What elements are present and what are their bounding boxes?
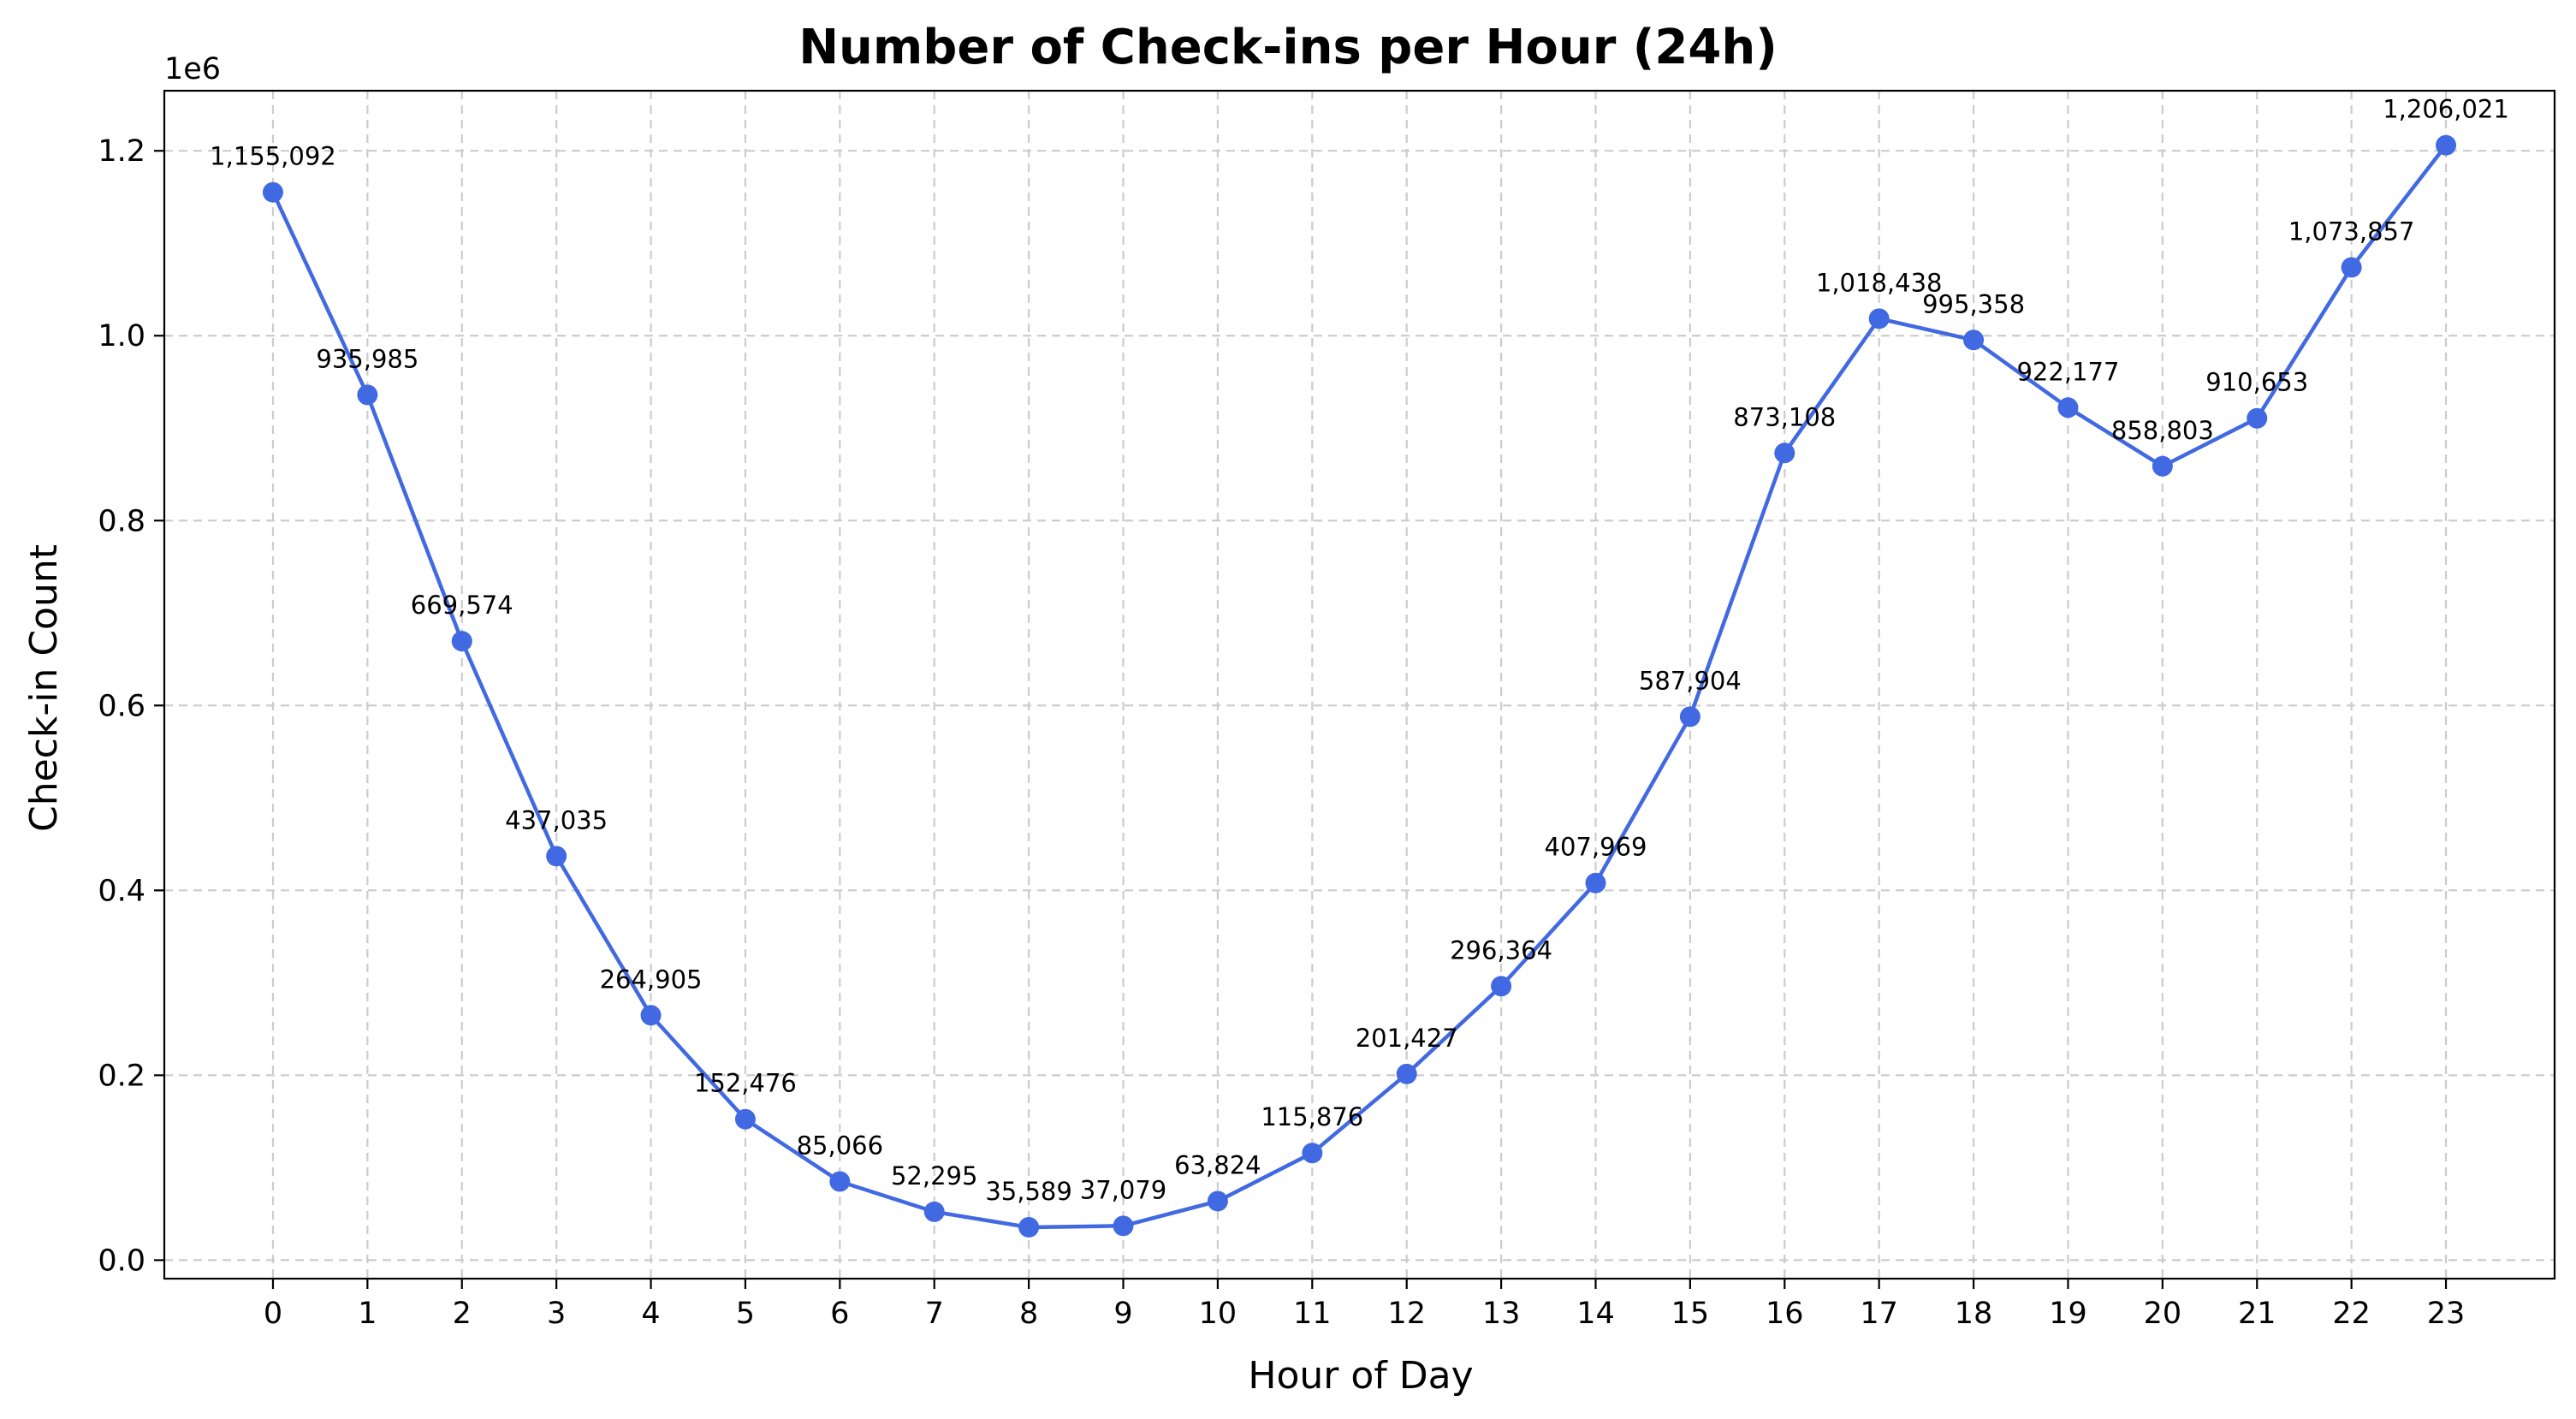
data-label: 35,589 xyxy=(985,1177,1071,1206)
y-axis-label: Check-in Count xyxy=(22,544,66,832)
data-point xyxy=(1679,706,1701,727)
data-point xyxy=(1491,976,1512,997)
data-label: 37,079 xyxy=(1080,1175,1166,1204)
x-tick-label: 10 xyxy=(1199,1297,1238,1331)
data-point xyxy=(640,1005,662,1026)
x-tick-label: 11 xyxy=(1293,1297,1332,1331)
data-point xyxy=(1302,1143,1323,1164)
y-tick-label: 1.0 xyxy=(98,319,145,353)
data-label: 910,653 xyxy=(2205,368,2308,397)
x-tick-label: 23 xyxy=(2427,1297,2466,1331)
data-point xyxy=(2152,455,2173,477)
data-label: 995,358 xyxy=(1922,289,2025,318)
data-point xyxy=(1113,1215,1134,1237)
x-axis-label: Hour of Day xyxy=(1248,1354,1473,1398)
data-label: 935,985 xyxy=(316,344,418,373)
x-tick-label: 1 xyxy=(358,1297,377,1331)
x-tick-label: 21 xyxy=(2238,1297,2276,1331)
series-line-layer xyxy=(270,144,2448,1230)
data-label: 85,066 xyxy=(797,1131,883,1161)
y-tick-label: 0.4 xyxy=(98,874,145,908)
data-label: 407,969 xyxy=(1545,833,1647,862)
data-label: 296,364 xyxy=(1450,935,1552,965)
data-label: 669,574 xyxy=(411,591,513,620)
data-label: 587,904 xyxy=(1639,666,1742,695)
data-label: 922,177 xyxy=(2016,357,2119,386)
x-tick-label: 16 xyxy=(1766,1297,1804,1331)
data-point xyxy=(1207,1190,1228,1212)
x-tick-label: 2 xyxy=(453,1297,472,1331)
x-tick-label: 5 xyxy=(736,1297,755,1331)
data-point xyxy=(1963,330,1985,351)
y-tick-label: 0.6 xyxy=(98,689,145,723)
data-label: 115,876 xyxy=(1261,1102,1363,1131)
data-point xyxy=(734,1108,756,1130)
x-axis-ticks: 0 1 2 3 4 5 6 7 8 9 10 11 12 13 14 15 16 17 18 19 20 21 22 23 xyxy=(264,1279,2466,1331)
data-label: 1,155,092 xyxy=(210,142,336,171)
data-label: 201,427 xyxy=(1356,1024,1458,1053)
data-points xyxy=(262,134,2457,1238)
x-tick-label: 8 xyxy=(1019,1297,1038,1331)
y-axis-offset-label: 1e6 xyxy=(164,52,221,86)
x-tick-label: 12 xyxy=(1387,1297,1426,1331)
data-point xyxy=(1396,1063,1417,1084)
x-tick-label: 22 xyxy=(2332,1297,2371,1331)
x-tick-label: 6 xyxy=(830,1297,849,1331)
y-tick-label: 0.2 xyxy=(98,1059,145,1093)
x-tick-label: 19 xyxy=(2049,1297,2087,1331)
x-tick-label: 14 xyxy=(1576,1297,1615,1331)
plot-frame xyxy=(163,89,2556,1280)
x-tick-label: 17 xyxy=(1860,1297,1898,1331)
x-tick-label: 13 xyxy=(1482,1297,1521,1331)
data-labels: 1,155,092 935,985 669,574 437,035 264,905 152… xyxy=(210,95,2509,1206)
x-tick-label: 0 xyxy=(264,1297,282,1331)
y-tick-label: 0.8 xyxy=(98,504,145,538)
data-point xyxy=(262,181,283,203)
data-label: 437,035 xyxy=(505,805,608,834)
x-tick-label: 3 xyxy=(547,1297,566,1331)
data-point xyxy=(1774,442,1795,464)
data-point xyxy=(2436,134,2457,156)
data-label: 52,295 xyxy=(891,1161,977,1190)
data-label: 1,206,021 xyxy=(2383,95,2509,124)
series-line xyxy=(270,144,2448,1230)
data-point xyxy=(2057,397,2079,419)
x-tick-label: 15 xyxy=(1671,1297,1710,1331)
data-label: 1,018,438 xyxy=(1816,268,1943,297)
grid xyxy=(164,91,2555,1279)
x-tick-label: 18 xyxy=(1955,1297,1993,1331)
data-label: 63,824 xyxy=(1174,1150,1261,1179)
x-tick-label: 4 xyxy=(641,1297,660,1331)
y-tick-label: 1.2 xyxy=(98,134,145,169)
x-tick-label: 7 xyxy=(925,1297,944,1331)
data-point xyxy=(1868,308,1890,330)
data-point xyxy=(923,1201,945,1222)
data-label: 264,905 xyxy=(600,965,703,994)
data-point xyxy=(1018,1216,1040,1238)
data-point xyxy=(829,1171,851,1192)
x-tick-label: 9 xyxy=(1113,1297,1132,1331)
data-label: 858,803 xyxy=(2111,416,2214,445)
data-label: 152,476 xyxy=(694,1069,797,1098)
data-point xyxy=(2247,407,2268,429)
x-tick-label: 20 xyxy=(2144,1297,2182,1331)
data-point xyxy=(2341,257,2362,278)
y-axis-ticks: 0.0 0.2 0.4 0.6 0.8 1.0 1.2 xyxy=(98,134,164,1278)
y-tick-label: 0.0 xyxy=(98,1244,145,1278)
data-point xyxy=(546,846,567,867)
chart-title: Number of Check-ins per Hour (24h) xyxy=(798,20,1778,75)
data-point xyxy=(1585,872,1606,894)
data-point xyxy=(357,384,378,406)
data-label: 873,108 xyxy=(1733,402,1836,431)
data-point xyxy=(451,631,472,652)
data-label: 1,073,857 xyxy=(2288,217,2415,246)
